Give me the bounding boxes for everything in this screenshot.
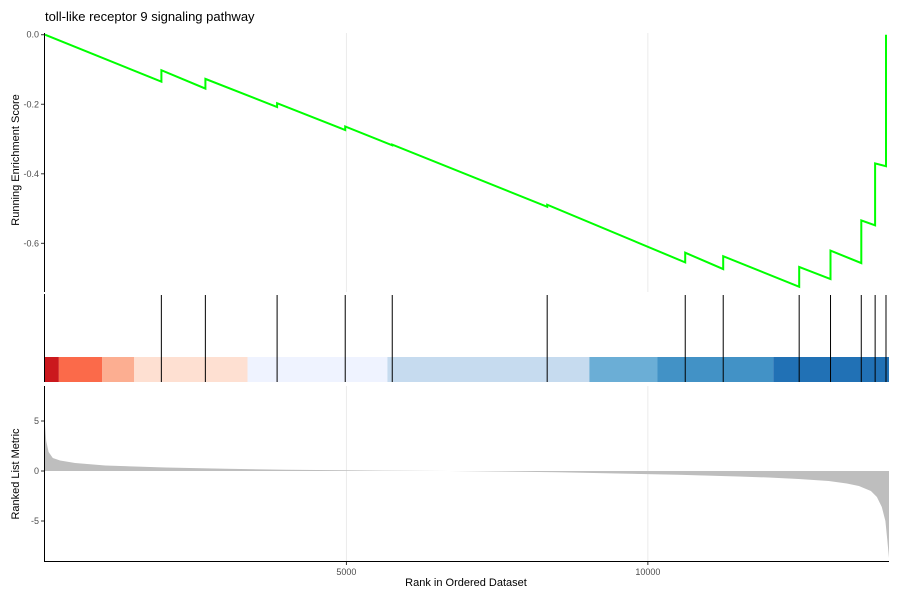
running-es-y-title: Running Enrichment Score bbox=[10, 94, 22, 225]
x-axis-title: Rank in Ordered Dataset bbox=[405, 577, 527, 589]
chart-title: toll-like receptor 9 signaling pathway bbox=[45, 9, 255, 24]
running-es-y-tick-label: -0.2 bbox=[23, 99, 39, 109]
ranked-metric-area bbox=[45, 424, 889, 558]
ranked-metric-grid bbox=[345, 386, 649, 561]
running-es-y-tick-label: 0.0 bbox=[26, 30, 39, 40]
running-es-y-tick-label: -0.4 bbox=[23, 169, 39, 179]
ranked-metric-y-tick-label: 0 bbox=[34, 466, 39, 476]
hit-lines bbox=[160, 295, 887, 382]
rank-color-segment bbox=[134, 357, 248, 382]
x-tick-label: 5000 bbox=[336, 567, 356, 577]
ranked-metric-y-ticks: 5 0 -5 bbox=[31, 416, 44, 526]
hits-panel bbox=[44, 294, 889, 382]
rank-color-segment bbox=[657, 357, 774, 382]
x-tick-label: 10000 bbox=[635, 567, 660, 577]
ranked-metric-panel: 5 0 -5 5000 10000 Ranked List Metric Rank i… bbox=[10, 386, 889, 589]
running-es-y-tick-label: -0.6 bbox=[23, 238, 39, 248]
running-es-panel: 0.0 -0.2 -0.4 -0.6 Running Enrichment Score bbox=[10, 30, 887, 292]
ranked-metric-y-tick-label: 5 bbox=[34, 416, 39, 426]
rank-color-segment bbox=[58, 357, 103, 382]
rank-color-segment bbox=[247, 357, 388, 382]
rank-color-segment bbox=[45, 357, 59, 382]
running-es-y-ticks: 0.0 -0.2 -0.4 -0.6 bbox=[23, 30, 44, 248]
running-es-grid bbox=[345, 33, 649, 292]
rank-color-segment bbox=[102, 357, 135, 382]
x-ticks: 5000 10000 bbox=[336, 562, 660, 577]
rank-color-segment bbox=[773, 357, 889, 382]
rank-color-segment bbox=[589, 357, 658, 382]
rank-color-segment bbox=[387, 357, 590, 382]
running-es-line bbox=[44, 33, 887, 289]
ranked-metric-y-title: Ranked List Metric bbox=[10, 428, 22, 520]
rank-color-bar bbox=[45, 357, 889, 382]
ranked-metric-y-tick-label: -5 bbox=[31, 516, 39, 526]
